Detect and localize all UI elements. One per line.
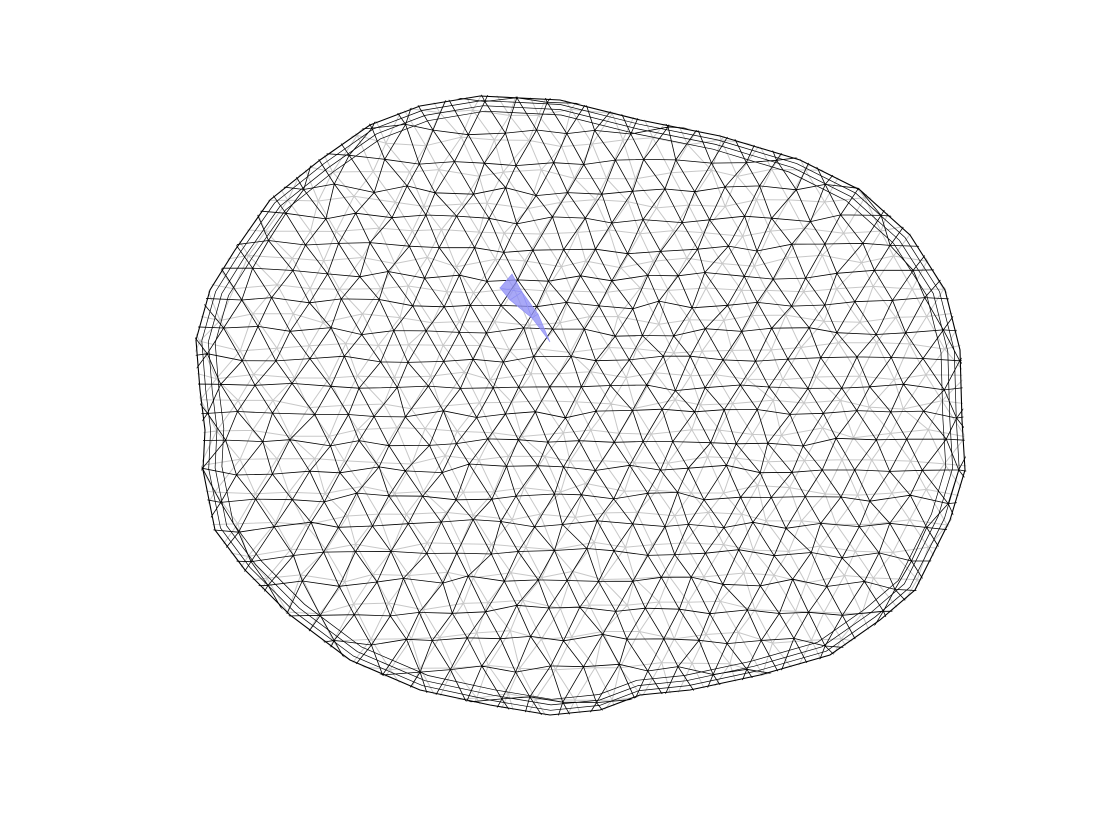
rim-ring-1 (201, 100, 960, 711)
back-mesh-edges (194, 94, 967, 717)
rim-ring-3 (214, 110, 947, 700)
rim-ring-2 (207, 105, 954, 706)
highlight-triangle (531, 313, 551, 343)
mesh-outline (195, 95, 966, 716)
highlight-marker (499, 273, 551, 343)
back-wireframe (194, 94, 967, 717)
front-wireframe (194, 94, 967, 717)
